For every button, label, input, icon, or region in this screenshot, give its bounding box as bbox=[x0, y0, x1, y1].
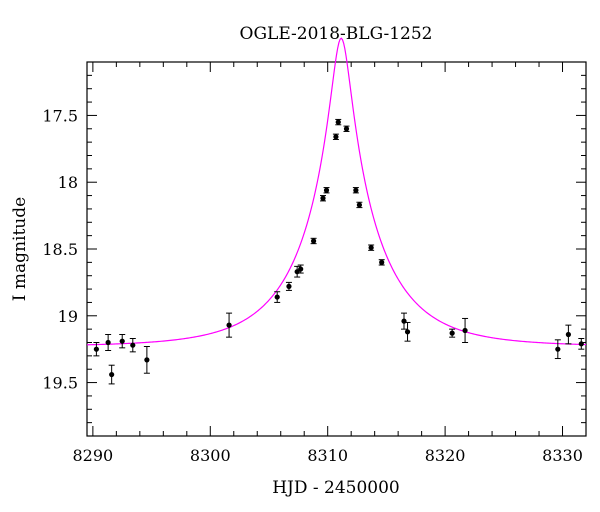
data-point bbox=[578, 341, 584, 347]
chart-title: OGLE-2018-BLG-1252 bbox=[240, 24, 433, 44]
data-point bbox=[555, 346, 561, 352]
x-tick-label: 8310 bbox=[307, 446, 348, 465]
data-point bbox=[320, 195, 326, 201]
model-curve bbox=[86, 37, 587, 346]
plot-frame bbox=[86, 61, 587, 437]
data-point bbox=[335, 119, 341, 125]
data-point bbox=[333, 134, 339, 140]
data-point bbox=[286, 283, 292, 289]
data-point bbox=[144, 357, 150, 363]
x-axis-label: HJD - 2450000 bbox=[272, 478, 400, 498]
data-point bbox=[368, 245, 374, 251]
data-point bbox=[130, 342, 136, 348]
data-point bbox=[404, 329, 411, 335]
data-point bbox=[119, 338, 125, 344]
y-tick-label: 18.5 bbox=[42, 240, 78, 259]
y-axis-label: I magnitude bbox=[10, 197, 30, 301]
data-point bbox=[323, 187, 330, 193]
y-tick-label: 17.5 bbox=[42, 106, 78, 125]
data-point bbox=[274, 294, 280, 300]
y-tick-label: 19.5 bbox=[42, 374, 78, 393]
y-tick-labels: 17.5 18 18.5 19 19.5 bbox=[42, 106, 78, 392]
data-point bbox=[379, 259, 385, 265]
y-tick-label: 19 bbox=[58, 307, 78, 326]
data-point bbox=[353, 187, 359, 193]
data-point bbox=[565, 331, 571, 338]
x-tick-label: 8330 bbox=[542, 446, 583, 465]
x-tick-label: 8290 bbox=[73, 446, 114, 465]
data-point bbox=[449, 330, 455, 336]
data-point bbox=[462, 327, 468, 334]
data-point bbox=[343, 126, 350, 132]
y-tick-label: 18 bbox=[58, 173, 78, 192]
x-tick-labels: 8290 8300 8310 8320 8330 bbox=[73, 446, 583, 465]
axis-ticks bbox=[87, 61, 587, 437]
data-point bbox=[311, 238, 317, 244]
data-point bbox=[298, 266, 304, 272]
x-tick-label: 8300 bbox=[190, 446, 231, 465]
data-points bbox=[93, 118, 585, 385]
data-point bbox=[109, 371, 115, 378]
data-point bbox=[105, 339, 111, 346]
x-tick-label: 8320 bbox=[425, 446, 466, 465]
data-point bbox=[93, 346, 99, 352]
data-point bbox=[226, 322, 232, 328]
data-point bbox=[356, 202, 362, 208]
